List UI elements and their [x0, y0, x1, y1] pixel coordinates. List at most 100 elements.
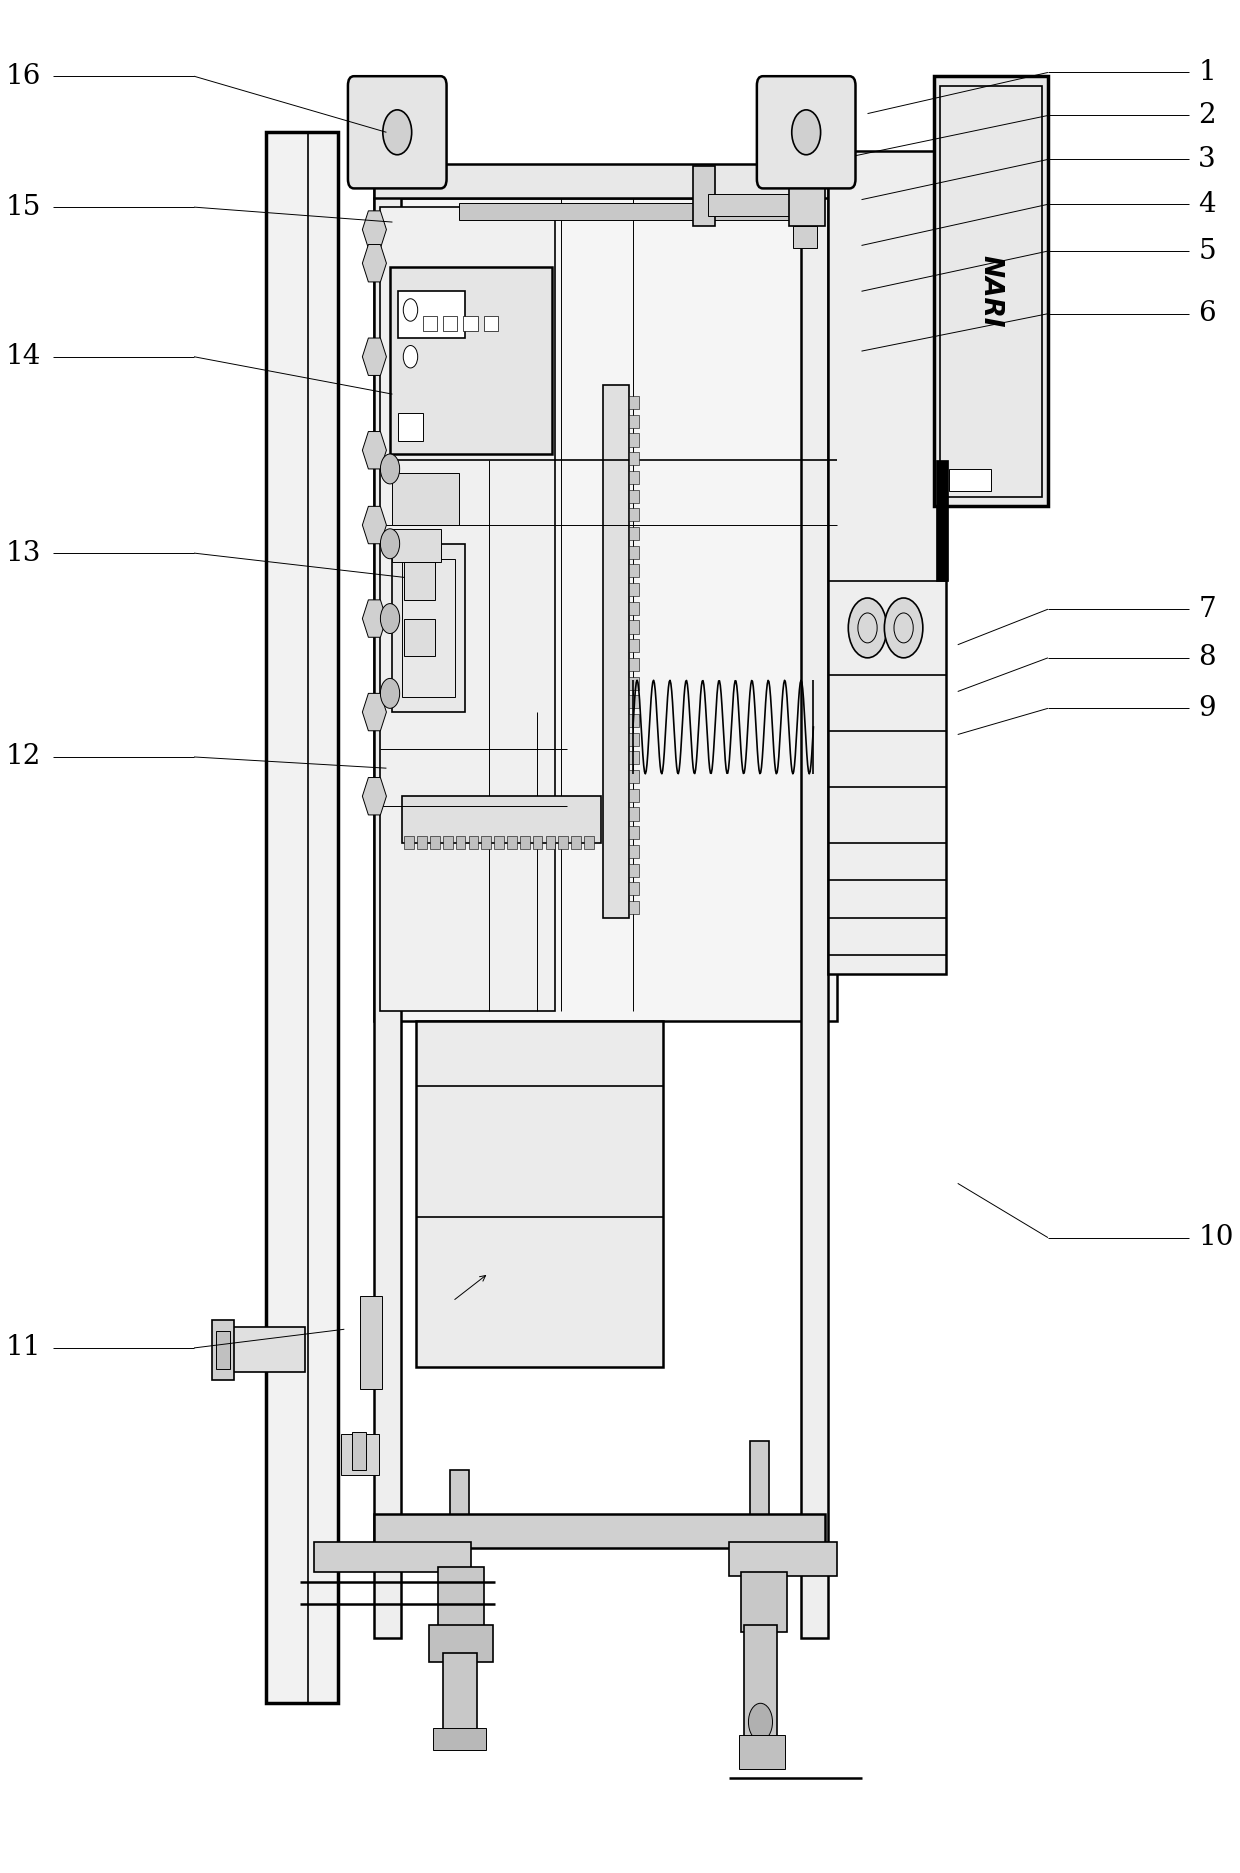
Circle shape — [792, 111, 821, 155]
Text: 1: 1 — [1198, 58, 1216, 86]
Bar — [630, 882, 639, 895]
Text: 9: 9 — [1198, 695, 1216, 721]
Bar — [341, 1435, 379, 1476]
Bar — [507, 835, 517, 848]
Circle shape — [381, 453, 399, 483]
Polygon shape — [362, 506, 387, 543]
Circle shape — [381, 528, 399, 558]
Bar — [392, 472, 459, 524]
Bar — [936, 459, 949, 581]
Bar — [212, 1320, 233, 1380]
Bar — [792, 227, 817, 249]
Bar — [429, 1624, 494, 1661]
Text: 4: 4 — [1198, 191, 1216, 217]
Bar — [630, 545, 639, 558]
Bar — [402, 558, 455, 697]
Bar — [739, 1734, 785, 1768]
Bar — [630, 789, 639, 802]
Bar — [443, 835, 453, 848]
Bar — [392, 543, 465, 712]
Bar — [630, 657, 639, 671]
Bar — [417, 1021, 663, 1367]
Bar — [402, 796, 600, 843]
Bar — [391, 268, 552, 453]
Bar — [404, 562, 434, 599]
Bar — [558, 835, 568, 848]
Bar — [630, 863, 639, 877]
Text: 12: 12 — [6, 744, 41, 770]
Bar — [374, 199, 837, 1021]
Bar — [630, 807, 639, 820]
Bar — [584, 835, 594, 848]
Bar — [374, 170, 401, 1637]
Bar — [630, 564, 639, 577]
Bar — [267, 133, 339, 1703]
Bar — [443, 315, 458, 330]
Bar — [708, 195, 804, 217]
Text: 8: 8 — [1198, 644, 1216, 671]
Circle shape — [381, 678, 399, 708]
Bar — [398, 292, 465, 337]
Bar — [630, 526, 639, 539]
Bar — [630, 395, 639, 408]
Bar — [374, 165, 828, 199]
Bar — [423, 315, 436, 330]
Circle shape — [403, 345, 418, 367]
Bar — [443, 1652, 476, 1736]
Bar — [464, 315, 477, 330]
Bar — [546, 835, 556, 848]
Circle shape — [848, 597, 887, 657]
Bar — [374, 1515, 826, 1549]
Bar — [352, 1433, 366, 1470]
Bar — [216, 1332, 231, 1369]
Text: 16: 16 — [6, 62, 41, 90]
Text: 11: 11 — [6, 1334, 41, 1362]
Polygon shape — [362, 693, 387, 730]
Bar — [630, 601, 639, 614]
Bar — [729, 1543, 837, 1575]
Bar — [495, 835, 503, 848]
Text: 14: 14 — [6, 343, 41, 371]
Bar — [438, 1568, 484, 1631]
Bar — [630, 845, 639, 858]
Bar — [433, 1727, 486, 1749]
Bar — [381, 208, 554, 1011]
Bar — [750, 1442, 769, 1703]
Bar — [744, 1624, 777, 1736]
Bar — [630, 676, 639, 689]
Bar — [430, 835, 440, 848]
Bar — [404, 618, 434, 656]
Bar — [231, 1328, 305, 1373]
Polygon shape — [362, 599, 387, 637]
Polygon shape — [362, 245, 387, 283]
Bar — [940, 86, 1042, 496]
Bar — [630, 583, 639, 596]
Circle shape — [884, 597, 923, 657]
Text: NARI: NARI — [978, 255, 1004, 328]
Bar — [630, 770, 639, 783]
Bar — [742, 1571, 787, 1631]
Polygon shape — [362, 212, 387, 249]
Circle shape — [749, 1703, 773, 1740]
Bar — [456, 835, 465, 848]
Bar — [950, 468, 992, 491]
Text: 2: 2 — [1198, 101, 1216, 129]
Bar — [630, 414, 639, 427]
Bar — [418, 835, 427, 848]
Bar — [481, 835, 491, 848]
Bar — [828, 152, 946, 974]
Bar — [630, 826, 639, 839]
Bar — [630, 470, 639, 483]
FancyBboxPatch shape — [756, 77, 856, 189]
Text: 7: 7 — [1198, 596, 1216, 622]
Bar — [934, 77, 1048, 506]
Bar — [790, 170, 826, 227]
Bar — [533, 835, 542, 848]
FancyBboxPatch shape — [348, 77, 446, 189]
Text: 15: 15 — [6, 193, 41, 221]
Bar — [693, 167, 714, 227]
Bar — [630, 433, 639, 446]
Circle shape — [383, 111, 412, 155]
Bar — [360, 1296, 382, 1390]
Text: 3: 3 — [1198, 146, 1216, 172]
